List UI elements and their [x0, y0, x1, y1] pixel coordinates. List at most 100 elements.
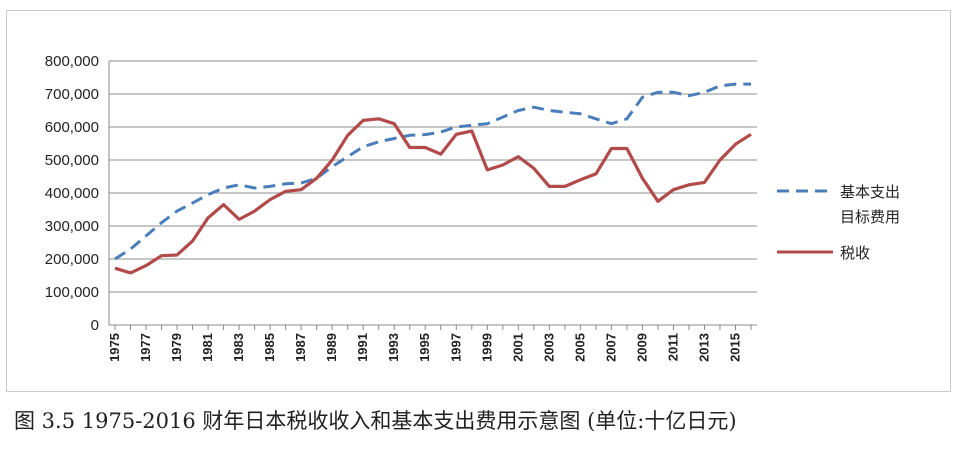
- x-tick-label: 1983: [231, 333, 246, 362]
- data-point: [160, 222, 162, 224]
- data-point: [517, 109, 519, 111]
- data-point: [300, 189, 302, 191]
- data-point: [207, 217, 209, 219]
- x-tick-label: 2011: [665, 333, 680, 361]
- x-tick-label: 1995: [417, 333, 432, 362]
- data-point: [176, 254, 178, 256]
- data-point: [331, 159, 333, 161]
- y-tick-label: 700,000: [45, 86, 99, 103]
- y-tick-label: 100,000: [45, 284, 99, 301]
- data-point: [548, 185, 550, 187]
- data-point: [238, 218, 240, 220]
- data-point: [129, 248, 131, 250]
- series-group: [114, 82, 752, 275]
- data-point: [145, 235, 147, 237]
- x-tick-label: 1993: [386, 333, 401, 362]
- data-point: [346, 156, 348, 158]
- data-point: [734, 143, 736, 145]
- data-point: [393, 123, 395, 125]
- data-point: [207, 193, 209, 195]
- x-axis: 1975 1977 1979 1981 1983 1985 1987 1989 1991 1993…: [107, 325, 752, 362]
- legend-label: 税收: [840, 244, 870, 262]
- data-point: [548, 109, 550, 111]
- data-point: [284, 190, 286, 192]
- chart-frame: 0 100,000 200,000 300,000 400,000 500,000 600,…: [6, 10, 951, 392]
- data-point: [269, 198, 271, 200]
- data-point: [424, 133, 426, 135]
- x-tick-label: 2003: [541, 333, 556, 362]
- y-tick-label: 200,000: [45, 251, 99, 268]
- data-point: [517, 156, 519, 158]
- data-point: [129, 272, 131, 274]
- data-point: [440, 153, 442, 155]
- data-point: [750, 133, 752, 135]
- data-point: [378, 118, 380, 120]
- data-point: [734, 83, 736, 85]
- data-point: [253, 210, 255, 212]
- data-point: [409, 134, 411, 136]
- series-line-1: [114, 117, 752, 275]
- x-tick-label: 2001: [510, 333, 525, 362]
- line-chart: 0 100,000 200,000 300,000 400,000 500,000 600,…: [45, 53, 900, 362]
- data-point: [284, 183, 286, 185]
- data-point: [626, 147, 628, 149]
- data-point: [657, 200, 659, 202]
- data-point: [672, 91, 674, 93]
- data-point: [471, 124, 473, 126]
- data-point: [145, 264, 147, 266]
- data-point: [191, 240, 193, 242]
- data-point: [688, 184, 690, 186]
- data-point: [114, 258, 116, 260]
- y-tick-label: 600,000: [45, 119, 99, 136]
- data-point: [533, 167, 535, 169]
- figure-caption: 图 3.5 1975-2016 财年日本税收收入和基本支出费用示意图 (单位:十…: [14, 409, 737, 433]
- y-tick-label: 0: [91, 317, 99, 334]
- x-tick-label: 1985: [262, 333, 277, 362]
- data-point: [641, 96, 643, 98]
- data-point: [176, 210, 178, 212]
- data-point: [253, 187, 255, 189]
- y-axis: 0 100,000 200,000 300,000 400,000 500,000 600,…: [45, 53, 110, 334]
- data-point: [331, 165, 333, 167]
- x-tick-label: 1989: [324, 333, 339, 362]
- x-tick-label: 2009: [634, 333, 649, 362]
- data-point: [114, 267, 116, 269]
- x-tick-label: 2007: [603, 333, 618, 362]
- x-tick-label: 1991: [355, 333, 370, 362]
- data-point: [610, 147, 612, 149]
- data-point: [502, 116, 504, 118]
- x-tick-label: 2013: [696, 333, 711, 362]
- data-point: [269, 185, 271, 187]
- data-point: [595, 118, 597, 120]
- data-point: [160, 255, 162, 257]
- series-line-0: [114, 82, 751, 261]
- data-point: [564, 111, 566, 113]
- y-tick-label: 800,000: [45, 53, 99, 70]
- data-point: [564, 185, 566, 187]
- data-point: [579, 113, 581, 115]
- data-point: [610, 123, 612, 125]
- x-tick-label: 1975: [107, 333, 122, 362]
- x-tick-label: 1977: [138, 333, 153, 362]
- data-point: [595, 173, 597, 175]
- data-point: [626, 118, 628, 120]
- data-point: [440, 131, 442, 133]
- data-point: [719, 159, 721, 161]
- legend-label: 基本支出: [840, 183, 900, 201]
- data-point: [750, 83, 752, 85]
- data-point: [657, 91, 659, 93]
- x-tick-label: 1999: [479, 333, 494, 362]
- data-point: [486, 123, 488, 125]
- x-tick-label: 1987: [293, 333, 308, 362]
- data-point: [362, 146, 364, 148]
- x-tick-label: 1997: [448, 333, 463, 362]
- data-point: [191, 202, 193, 204]
- x-tick-label: 1981: [200, 333, 215, 362]
- data-point: [703, 91, 705, 93]
- x-tick-label: 2015: [727, 333, 742, 362]
- data-point: [424, 146, 426, 148]
- data-point: [378, 141, 380, 143]
- data-point: [641, 177, 643, 179]
- data-point: [719, 85, 721, 87]
